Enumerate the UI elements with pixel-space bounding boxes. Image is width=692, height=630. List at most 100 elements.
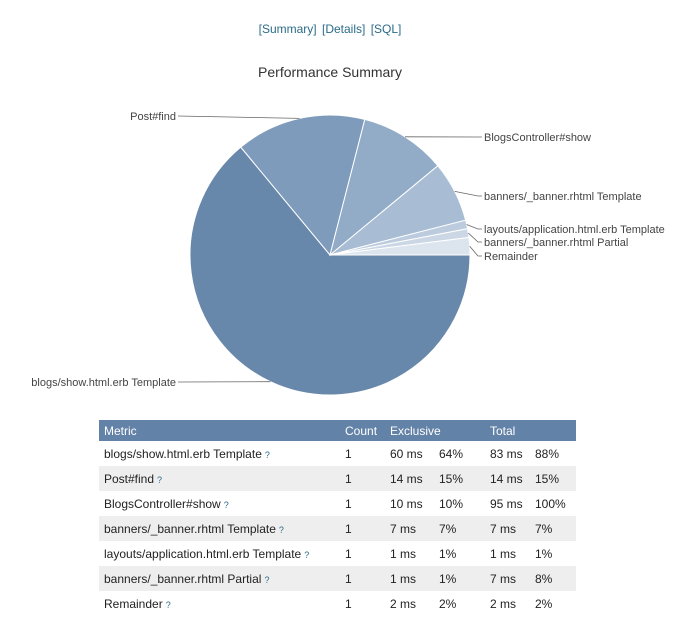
- total-ms-cell: 7 ms: [485, 566, 530, 591]
- pie-slice-label: Post#find: [130, 111, 176, 123]
- metric-cell-text: BlogsController#show: [104, 496, 221, 511]
- pie-leader-line: [469, 245, 482, 257]
- exclusive-pct-cell-text: 1%: [439, 571, 457, 586]
- total-pct-cell: 15%: [530, 466, 576, 491]
- total-ms-cell: 7 ms: [485, 516, 530, 541]
- total-pct-cell: 7%: [530, 516, 576, 541]
- total-ms-cell: 1 ms: [485, 541, 530, 566]
- view-nav: [Summary] [Details] [SQL]: [0, 22, 660, 36]
- pie-slice-label: banners/_banner.rhtml Partial: [484, 237, 628, 249]
- total-ms-cell-text: 83 ms: [490, 446, 523, 461]
- pie-slice-label: blogs/show.html.erb Template: [31, 377, 176, 389]
- count-cell: 1: [340, 541, 385, 566]
- metric-cell: blogs/show.html.erb Template?: [99, 441, 340, 466]
- table-row: banners/_banner.rhtml Template? 1 7 ms 7% 7 …: [99, 516, 576, 541]
- table-row: blogs/show.html.erb Template? 1 60 ms 64% 83…: [99, 441, 576, 466]
- metric-cell: BlogsController#show?: [99, 491, 340, 516]
- total-ms-cell: 95 ms: [485, 491, 530, 516]
- help-icon[interactable]: ?: [304, 549, 310, 560]
- total-pct-cell-text: 2%: [535, 596, 553, 611]
- metric-cell-text: banners/_banner.rhtml Template: [104, 521, 276, 536]
- exclusive-pct-cell: 2%: [434, 591, 485, 616]
- chart-title: Performance Summary: [258, 64, 402, 80]
- exclusive-ms-cell-text: 14 ms: [390, 471, 423, 486]
- help-icon[interactable]: ?: [165, 599, 171, 610]
- exclusive-ms-cell-text: 2 ms: [390, 596, 417, 611]
- count-cell: 1: [340, 591, 385, 616]
- count-cell-text: 1: [345, 546, 352, 561]
- exclusive-pct-cell-text: 2%: [439, 596, 457, 611]
- count-cell: 1: [340, 566, 385, 591]
- total-pct-cell: 2%: [530, 591, 576, 616]
- count-cell: 1: [340, 491, 385, 516]
- help-icon[interactable]: ?: [278, 524, 284, 535]
- exclusive-ms-cell-text: 1 ms: [390, 546, 417, 561]
- exclusive-ms-cell: 1 ms: [385, 566, 434, 591]
- metric-cell: banners/_banner.rhtml Partial?: [99, 566, 340, 591]
- pie-slice-label: banners/_banner.rhtml Template: [484, 191, 642, 203]
- total-ms-cell-text: 14 ms: [490, 471, 523, 486]
- total-pct-cell-text: 100%: [535, 496, 566, 511]
- metrics-table: Metric Count Exclusive Total blogs/show.…: [99, 420, 576, 616]
- table-row: banners/_banner.rhtml Partial? 1 1 ms 1% 7 m…: [99, 566, 576, 591]
- summary-link[interactable]: [Summary]: [258, 22, 317, 36]
- header-metric: Metric: [99, 420, 340, 441]
- exclusive-pct-cell-text: 10%: [439, 496, 464, 511]
- total-ms-cell-text: 7 ms: [490, 571, 517, 586]
- count-cell: 1: [340, 441, 385, 466]
- pie-leader-line: [466, 224, 482, 230]
- exclusive-pct-cell-text: 64%: [439, 446, 464, 461]
- exclusive-ms-cell-text: 1 ms: [390, 571, 417, 586]
- exclusive-ms-cell: 14 ms: [385, 466, 434, 491]
- count-cell-text: 1: [345, 446, 352, 461]
- count-cell-text: 1: [345, 471, 352, 486]
- table-row: Remainder? 1 2 ms 2% 2 ms 2%: [99, 591, 576, 616]
- exclusive-pct-cell: 15%: [434, 466, 485, 491]
- sql-link[interactable]: [SQL]: [370, 22, 402, 36]
- exclusive-pct-cell: 7%: [434, 516, 485, 541]
- total-ms-cell-text: 95 ms: [490, 496, 523, 511]
- header-total: Total: [485, 420, 576, 441]
- exclusive-pct-cell: 1%: [434, 541, 485, 566]
- metric-cell-text: Remainder: [104, 596, 163, 611]
- total-ms-cell-text: 7 ms: [490, 521, 517, 536]
- exclusive-ms-cell: 60 ms: [385, 441, 434, 466]
- help-icon[interactable]: ?: [223, 499, 229, 510]
- exclusive-ms-cell-text: 10 ms: [390, 496, 423, 511]
- exclusive-pct-cell: 1%: [434, 566, 485, 591]
- exclusive-pct-cell: 64%: [434, 441, 485, 466]
- count-cell-text: 1: [345, 496, 352, 511]
- help-icon[interactable]: ?: [264, 574, 270, 585]
- pie-slice: [329, 118, 439, 257]
- exclusive-ms-cell: 10 ms: [385, 491, 434, 516]
- total-pct-cell-text: 8%: [535, 571, 553, 586]
- exclusive-pct-cell-text: 1%: [439, 546, 457, 561]
- metric-cell: Post#find?: [99, 466, 340, 491]
- pie-chart: blogs/show.html.erb Template Post#find Blo…: [31, 111, 665, 396]
- exclusive-pct-cell-text: 15%: [439, 471, 464, 486]
- total-pct-cell-text: 88%: [535, 446, 560, 461]
- pie-slice-label: Remainder: [484, 251, 538, 263]
- exclusive-pct-cell-text: 7%: [439, 521, 457, 536]
- count-cell-text: 1: [345, 521, 352, 536]
- total-ms-cell: 14 ms: [485, 466, 530, 491]
- help-icon[interactable]: ?: [157, 474, 163, 485]
- header-count: Count: [340, 420, 385, 441]
- table-header-row: Metric Count Exclusive Total: [99, 420, 576, 441]
- total-pct-cell: 88%: [530, 441, 576, 466]
- metric-cell-text: banners/_banner.rhtml Partial: [104, 571, 262, 586]
- total-pct-cell: 1%: [530, 541, 576, 566]
- exclusive-ms-cell-text: 7 ms: [390, 521, 417, 536]
- count-cell: 1: [340, 516, 385, 541]
- exclusive-ms-cell: 1 ms: [385, 541, 434, 566]
- pie-slice-label: BlogsController#show: [484, 132, 591, 144]
- total-pct-cell-text: 7%: [535, 521, 553, 536]
- exclusive-ms-cell: 2 ms: [385, 591, 434, 616]
- count-cell: 1: [340, 466, 385, 491]
- total-pct-cell: 100%: [530, 491, 576, 516]
- exclusive-ms-cell-text: 60 ms: [390, 446, 423, 461]
- total-ms-cell: 2 ms: [485, 591, 530, 616]
- help-icon[interactable]: ?: [264, 449, 270, 460]
- count-cell-text: 1: [345, 571, 352, 586]
- details-link[interactable]: [Details]: [321, 22, 366, 36]
